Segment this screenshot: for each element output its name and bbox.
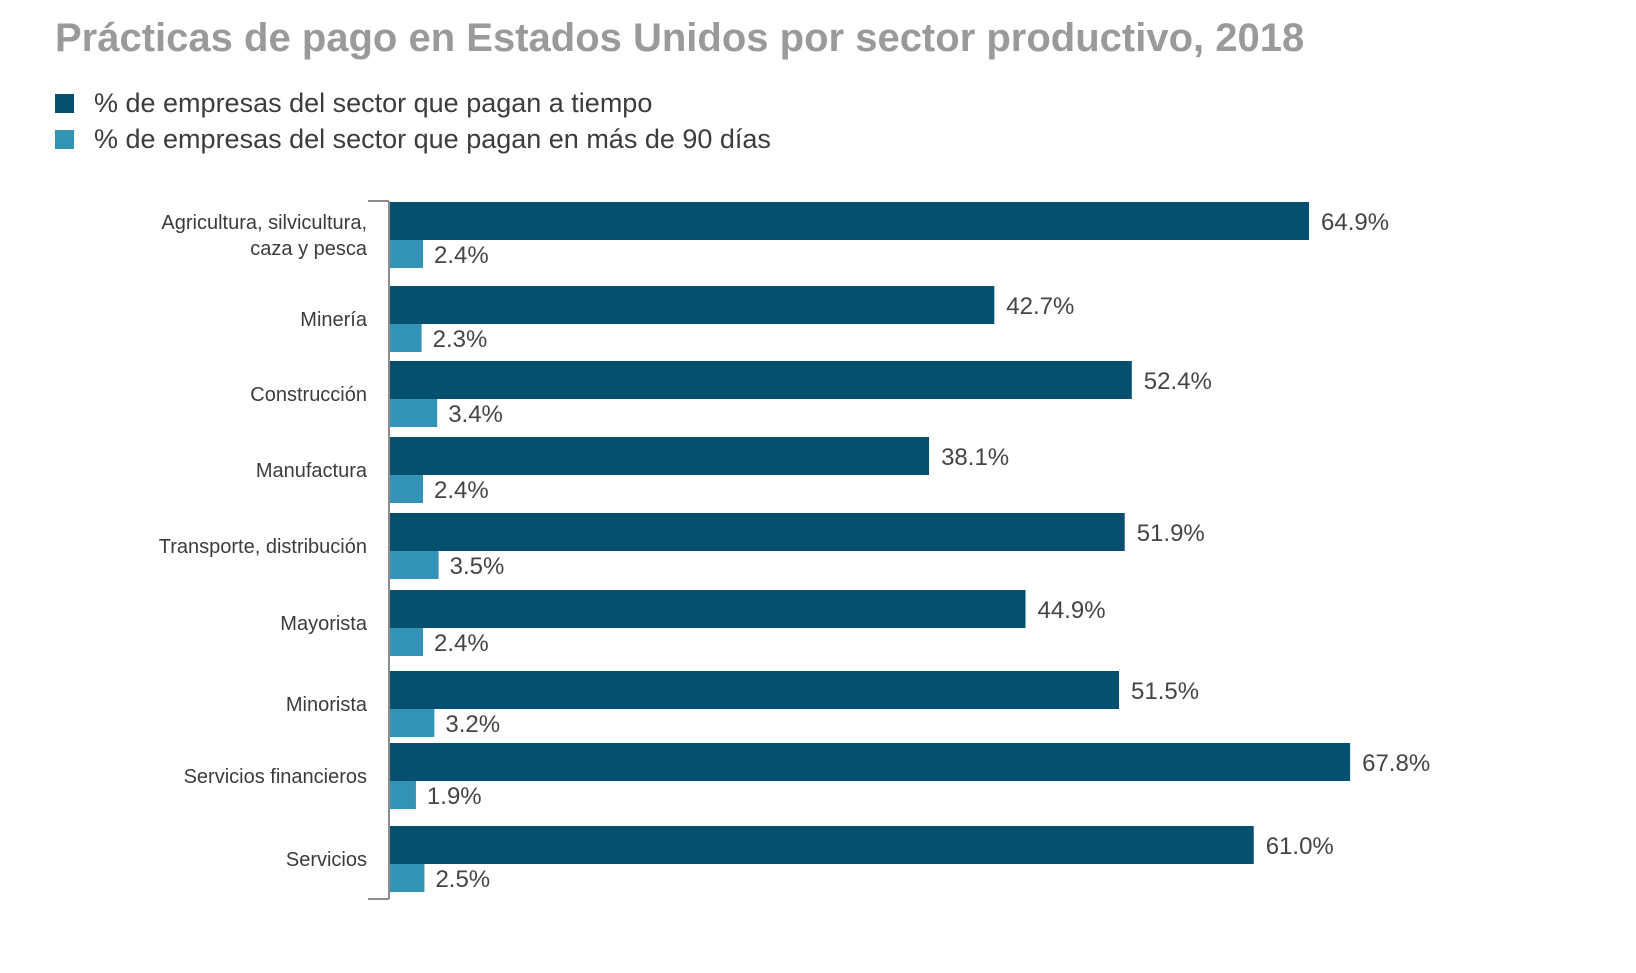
- legend-label-over-90-days: % de empresas del sector que pagan en má…: [94, 124, 771, 154]
- data-label-on-time: 42.7%: [1006, 293, 1074, 320]
- category-label: Transporte, distribución: [159, 536, 367, 558]
- category-label: Mayorista: [280, 613, 368, 635]
- category-label: Minería: [300, 309, 368, 331]
- data-label-on-time: 51.5%: [1131, 678, 1199, 705]
- legend-swatch-over-90-days: [55, 130, 74, 149]
- data-label-on-time: 44.9%: [1037, 597, 1105, 624]
- data-label-over-90-days: 2.4%: [434, 477, 489, 504]
- legend-item-on-time: % de empresas del sector que pagan a tie…: [55, 88, 652, 119]
- category-label: Agricultura, silvicultura, caza y pesca: [161, 212, 367, 260]
- data-label-over-90-days: 2.5%: [435, 866, 490, 893]
- legend-label-on-time: % de empresas del sector que pagan a tie…: [94, 88, 653, 118]
- bar-over-90-days: [389, 475, 424, 503]
- data-label-on-time: 67.8%: [1362, 750, 1430, 777]
- bar-over-90-days: [389, 551, 439, 579]
- data-label-over-90-days: 2.4%: [434, 242, 489, 269]
- data-label-on-time: 51.9%: [1137, 520, 1205, 547]
- data-label-over-90-days: 3.5%: [450, 553, 505, 580]
- category-label: Construcción: [250, 384, 367, 406]
- bar-on-time: [389, 361, 1132, 399]
- bar-over-90-days: [389, 324, 422, 352]
- data-label-over-90-days: 3.2%: [445, 711, 500, 738]
- bar-on-time: [389, 202, 1309, 240]
- bar-on-time: [389, 590, 1026, 628]
- data-label-on-time: 64.9%: [1321, 209, 1389, 236]
- bar-on-time: [389, 437, 930, 475]
- bar-on-time: [389, 743, 1351, 781]
- data-label-on-time: 38.1%: [941, 444, 1009, 471]
- chart-title: Prácticas de pago en Estados Unidos por …: [55, 16, 1305, 60]
- data-label-over-90-days: 2.4%: [434, 630, 489, 657]
- data-label-over-90-days: 2.3%: [433, 326, 488, 353]
- bar-on-time: [389, 286, 995, 324]
- category-label: Servicios: [286, 849, 367, 871]
- data-label-on-time: 52.4%: [1144, 368, 1212, 395]
- bar-over-90-days: [389, 864, 425, 892]
- bar-on-time: [389, 513, 1125, 551]
- bar-on-time: [389, 671, 1120, 709]
- bar-over-90-days: [389, 240, 424, 268]
- category-label: Minorista: [286, 694, 368, 716]
- bar-over-90-days: [389, 781, 416, 809]
- legend-item-over-90-days: % de empresas del sector que pagan en má…: [55, 124, 771, 155]
- category-label: Manufactura: [256, 460, 368, 482]
- bar-over-90-days: [389, 709, 435, 737]
- bar-over-90-days: [389, 399, 438, 427]
- data-label-on-time: 61.0%: [1266, 833, 1334, 860]
- legend-swatch-on-time: [55, 94, 74, 113]
- bar-on-time: [389, 826, 1254, 864]
- data-label-over-90-days: 1.9%: [427, 783, 482, 810]
- category-label: Servicios financieros: [184, 766, 367, 788]
- bar-over-90-days: [389, 628, 424, 656]
- data-label-over-90-days: 3.4%: [448, 401, 503, 428]
